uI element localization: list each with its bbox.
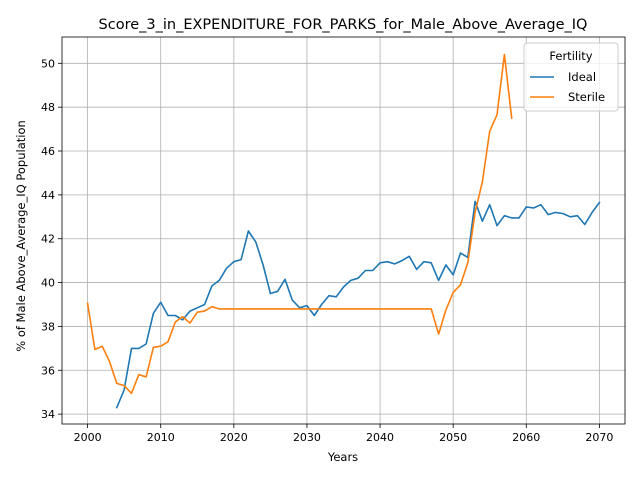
y-tick-label: 36 — [41, 364, 55, 377]
y-axis: 34 36 38 40 42 44 46 48 50 — [41, 57, 62, 421]
x-axis: 2000 2010 2020 2030 2040 2050 2060 2070 — [74, 424, 613, 444]
series-line-ideal — [115, 200, 601, 409]
x-tick-label: 2010 — [147, 431, 175, 444]
y-tick-label: 50 — [41, 57, 55, 70]
chart-title: Score_3_in_EXPENDITURE_FOR_PARKS_for_Mal… — [99, 17, 588, 33]
x-tick-label: 2000 — [74, 431, 102, 444]
grid — [62, 37, 625, 424]
legend: Fertility Ideal Sterile — [523, 42, 619, 112]
legend-label-ideal: Ideal — [568, 70, 596, 84]
x-tick-label: 2020 — [220, 431, 248, 444]
plot-area — [86, 53, 601, 409]
x-tick-label: 2060 — [512, 431, 540, 444]
y-tick-label: 46 — [41, 145, 55, 158]
y-tick-label: 48 — [41, 101, 55, 114]
y-tick-label: 34 — [41, 408, 55, 421]
x-tick-label: 2040 — [366, 431, 394, 444]
plot-frame — [61, 36, 626, 425]
y-tick-label: 38 — [41, 320, 55, 333]
y-tick-label: 42 — [41, 233, 55, 246]
legend-title: Fertility — [549, 49, 592, 63]
legend-box — [523, 42, 619, 112]
series-line-sterile — [86, 53, 513, 395]
y-tick-label: 44 — [41, 189, 55, 202]
x-tick-label: 2030 — [293, 431, 321, 444]
y-tick-label: 40 — [41, 277, 55, 290]
x-tick-label: 2050 — [439, 431, 467, 444]
x-axis-label: Years — [327, 450, 358, 464]
x-tick-label: 2070 — [585, 431, 613, 444]
legend-label-sterile: Sterile — [568, 90, 605, 104]
y-axis-label: % of Male Above_Average_IQ Population — [14, 120, 28, 352]
